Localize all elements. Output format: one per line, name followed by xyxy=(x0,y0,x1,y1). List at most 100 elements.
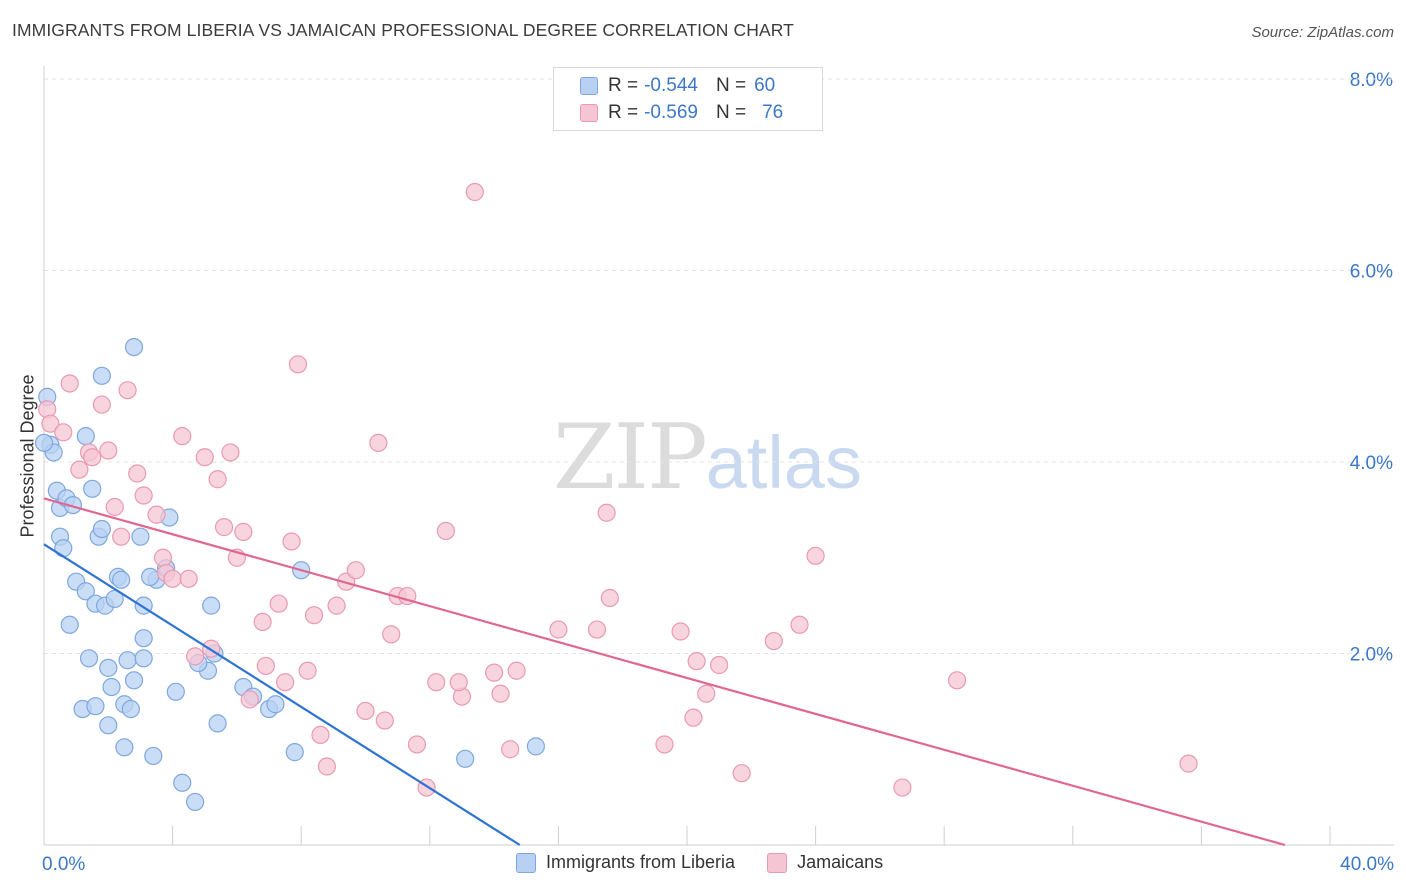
jamaican-point xyxy=(684,708,703,727)
jamaican-point xyxy=(893,778,912,797)
jamaican-point xyxy=(153,548,173,567)
legend-swatch-pink xyxy=(767,852,788,873)
liberia-point xyxy=(202,596,221,615)
jamaican-point xyxy=(276,673,295,692)
jamaican-point xyxy=(501,740,520,759)
jamaican-point xyxy=(449,673,468,692)
liberia-point xyxy=(266,695,285,714)
jamaican-point xyxy=(60,374,79,393)
jamaican-point xyxy=(597,503,616,522)
jamaican-point xyxy=(427,673,446,692)
jamaican-point xyxy=(485,663,504,682)
jamaican-point xyxy=(179,569,198,588)
y-tick-label: 8.0% xyxy=(1350,70,1393,91)
jamaican-point xyxy=(70,460,89,479)
jamaican-point xyxy=(112,527,131,546)
liberia-point xyxy=(186,792,205,812)
jamaican-point xyxy=(54,423,73,442)
legend-swatch-blue xyxy=(580,77,598,95)
y-tick-label: 6.0% xyxy=(1350,262,1393,283)
jamaican-point xyxy=(806,546,825,565)
liberia-point xyxy=(118,651,137,670)
legend-item-jamaicans: Jamaicans xyxy=(767,852,883,873)
liberia-point xyxy=(76,582,95,601)
liberia-point xyxy=(99,658,118,677)
jamaican-point xyxy=(221,443,240,462)
jamaican-point xyxy=(173,427,192,446)
y-tick-label: 2.0% xyxy=(1350,645,1393,666)
legend-item-liberia: Immigrants from Liberia xyxy=(516,852,735,873)
watermark: ZIPatlas xyxy=(553,405,862,510)
jamaican-point xyxy=(298,661,317,680)
y-axis-label: Professional Degree xyxy=(17,374,38,538)
jamaican-point xyxy=(99,441,118,460)
jamaican-point xyxy=(186,647,205,666)
liberia-point xyxy=(102,677,121,697)
watermark-zip: ZIP xyxy=(553,405,708,510)
legend-row-liberia: R = -0.544 N = 60 xyxy=(580,74,775,98)
jamaican-point xyxy=(128,464,147,483)
jamaican-point xyxy=(346,561,365,580)
jamaican-point xyxy=(195,448,214,467)
legend-r-label: R = xyxy=(608,102,639,123)
jamaican-point xyxy=(465,182,484,202)
y-tick-label: 4.0% xyxy=(1350,453,1393,474)
jamaican-point xyxy=(317,757,337,776)
liberia-point xyxy=(54,539,73,558)
liberia-point xyxy=(105,589,124,609)
liberia-point xyxy=(134,649,153,668)
jamaican-point xyxy=(369,433,388,452)
liberia-point xyxy=(92,519,111,539)
liberia-point xyxy=(285,743,304,762)
liberia-point xyxy=(131,527,150,546)
jamaican-point xyxy=(687,652,706,671)
legend-n-label: N = xyxy=(715,75,747,96)
liberia-point xyxy=(208,714,227,733)
liberia-point xyxy=(173,773,192,792)
jamaican-point xyxy=(234,522,253,541)
jamaican-point xyxy=(764,631,783,651)
jamaican-point xyxy=(240,690,259,709)
liberia-point xyxy=(140,567,160,587)
chart-title: IMMIGRANTS FROM LIBERIA VS JAMAICAN PROF… xyxy=(12,20,794,40)
jamaican-point xyxy=(208,470,227,489)
liberia-trend-line xyxy=(43,543,521,846)
jamaican-point xyxy=(710,655,729,675)
jamaican-point xyxy=(163,569,182,588)
legend-r-value: -0.544 xyxy=(644,75,698,96)
liberia-point xyxy=(134,629,153,648)
jamaican-point xyxy=(655,735,674,754)
jamaican-point xyxy=(288,355,308,374)
jamaican-point xyxy=(671,622,690,641)
legend-r-label: R = xyxy=(608,75,639,96)
jamaican-point xyxy=(311,725,330,744)
legend-n-value: 76 xyxy=(762,102,784,123)
jamaican-point xyxy=(134,486,153,505)
liberia-point xyxy=(124,338,144,357)
liberia-point xyxy=(112,570,131,589)
jamaican-point xyxy=(491,684,510,703)
liberia-point xyxy=(456,749,475,768)
jamaican-point xyxy=(382,625,401,644)
liberia-point xyxy=(60,615,79,634)
liberia-point xyxy=(79,649,99,668)
legend-label-jamaicans: Jamaicans xyxy=(797,852,884,872)
jamaican-point xyxy=(83,448,102,467)
jamaican-point xyxy=(269,594,288,613)
jamaican-point xyxy=(790,615,809,634)
liberia-point xyxy=(76,427,95,446)
jamaican-point xyxy=(600,588,619,608)
series-legend: Immigrants from Liberia Jamaicans xyxy=(516,852,915,873)
jamaican-point xyxy=(214,518,234,537)
legend-row-jamaicans: R = -0.569 N = 76 xyxy=(580,101,783,125)
jamaican-point xyxy=(327,596,346,615)
jamaican-point xyxy=(256,656,275,676)
liberia-point xyxy=(121,699,140,719)
liberia-point xyxy=(83,479,102,498)
liberia-point xyxy=(124,671,144,690)
liberia-point xyxy=(526,737,545,756)
x-tick-label: 40.0% xyxy=(1340,854,1394,875)
jamaican-point xyxy=(697,684,716,703)
jamaican-point xyxy=(436,521,455,541)
jamaican-point xyxy=(304,606,324,625)
